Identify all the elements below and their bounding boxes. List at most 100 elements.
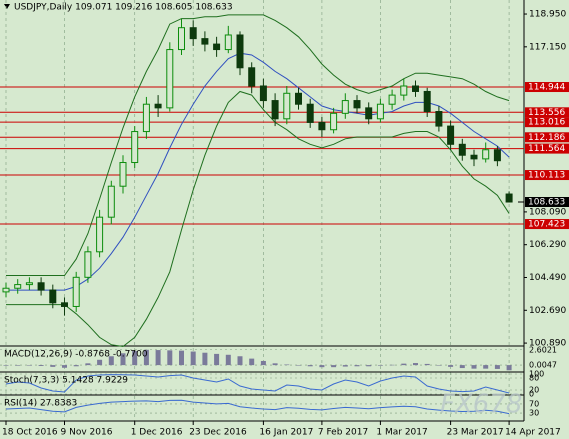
indicator-tick-label: 0.0047 <box>529 361 557 370</box>
y-tick-label: 106.290 <box>529 240 566 250</box>
level-label: 112.186 <box>528 133 565 143</box>
macd-bar <box>214 353 220 366</box>
candle-body <box>400 85 408 96</box>
candle-body <box>84 251 92 278</box>
candle-body <box>96 216 104 253</box>
macd-bar <box>506 365 512 371</box>
candle-body <box>458 143 466 156</box>
candle-body <box>166 49 174 109</box>
macd-bar <box>284 364 290 366</box>
band-line <box>6 90 510 348</box>
macd-bar <box>448 365 454 367</box>
macd-bar <box>179 350 184 366</box>
last-price-tag <box>525 197 569 208</box>
candle-body <box>72 276 80 307</box>
indicator-name: Stoch(7,3,3) 5.1428 7.9229 <box>4 376 128 386</box>
candle-body <box>353 100 361 109</box>
candle-body <box>470 154 478 160</box>
candle-body <box>482 149 490 160</box>
band-line <box>6 14 510 276</box>
y-tick-label: 104.490 <box>529 273 566 283</box>
indicator-line <box>5 399 510 415</box>
candle-body <box>189 27 197 40</box>
candle-body <box>283 92 291 120</box>
macd-bar <box>413 363 418 366</box>
indicator-tick-label: 20 <box>529 386 539 395</box>
indicator-name: RSI(14) 27.8383 <box>4 399 77 409</box>
candle-body <box>271 100 279 120</box>
macd-bar <box>260 360 266 366</box>
last-price-label: 108.633 <box>528 198 565 208</box>
candle-body <box>14 284 22 289</box>
candle-body <box>131 131 139 164</box>
macd-bar <box>237 356 243 366</box>
macd-bar <box>190 351 196 366</box>
level-label: 113.016 <box>528 118 565 128</box>
candle-body <box>25 282 33 286</box>
x-tick-label: 7 Feb 2017 <box>318 428 368 438</box>
candle-body <box>330 112 338 131</box>
candle-body <box>318 121 326 131</box>
candle-body <box>37 282 45 291</box>
macd-bar <box>307 365 313 367</box>
macd-bar <box>15 365 21 366</box>
macd-bar <box>108 356 114 366</box>
candle-body <box>423 90 431 113</box>
indicator-tick-label: 70 <box>529 399 539 408</box>
macd-bar <box>436 365 442 366</box>
macd-bar <box>342 365 348 367</box>
candle-body <box>295 92 302 105</box>
indicator-tick-label: 0 <box>529 390 534 399</box>
candle-body <box>365 107 373 120</box>
macd-bar <box>167 350 173 366</box>
macd-bar <box>296 365 301 366</box>
candle-body <box>412 85 419 92</box>
macd-bar <box>331 365 337 368</box>
level-tag <box>525 107 569 118</box>
candle-body <box>154 103 162 109</box>
y-tick-label: 108.090 <box>529 207 566 217</box>
candle-body <box>505 193 513 203</box>
level-label: 107.423 <box>528 220 565 230</box>
y-tick-label: 118.950 <box>529 10 566 20</box>
macd-bar <box>272 363 278 366</box>
macd-bar <box>354 365 360 367</box>
candle-body <box>178 27 185 51</box>
candle-body <box>493 149 501 162</box>
x-tick-label: 14 Apr 2017 <box>505 428 561 438</box>
candle-body <box>248 67 256 87</box>
indicator-tick-label: 2.6021 <box>529 345 557 354</box>
macd-bar <box>401 363 407 366</box>
macd-bar <box>483 365 489 369</box>
macd-bar <box>459 365 465 369</box>
y-tick-label: 100.890 <box>529 339 566 349</box>
macd-bar <box>377 365 383 366</box>
candle-body <box>447 125 455 145</box>
y-tick-label: 102.690 <box>529 306 566 316</box>
indicator-name: MACD(12,26,9) -0.8768 -0.7700 <box>4 350 148 360</box>
level-tag <box>525 143 569 154</box>
indicator-tick-label: 30 <box>529 409 539 418</box>
candle-body <box>107 185 115 218</box>
level-label: 111.564 <box>528 144 565 154</box>
macd-bar <box>143 349 149 366</box>
level-label: 113.556 <box>528 108 565 118</box>
x-tick-label: 1 Dec 2016 <box>131 428 183 438</box>
menu-icon <box>4 4 10 9</box>
x-tick-label: 23 Dec 2016 <box>189 428 247 438</box>
y-tick-label: 117.150 <box>529 42 566 52</box>
candle-body <box>306 103 314 123</box>
candle-body <box>224 34 232 51</box>
macd-bar <box>225 354 231 366</box>
macd-bar <box>120 353 126 366</box>
x-tick-label: 23 Mar 2017 <box>447 428 504 438</box>
level-tag <box>525 170 569 181</box>
candle-body <box>213 43 221 51</box>
candle-body <box>201 38 209 45</box>
macd-bar <box>389 364 395 366</box>
candle-body <box>2 287 10 293</box>
macd-bar <box>249 358 255 366</box>
